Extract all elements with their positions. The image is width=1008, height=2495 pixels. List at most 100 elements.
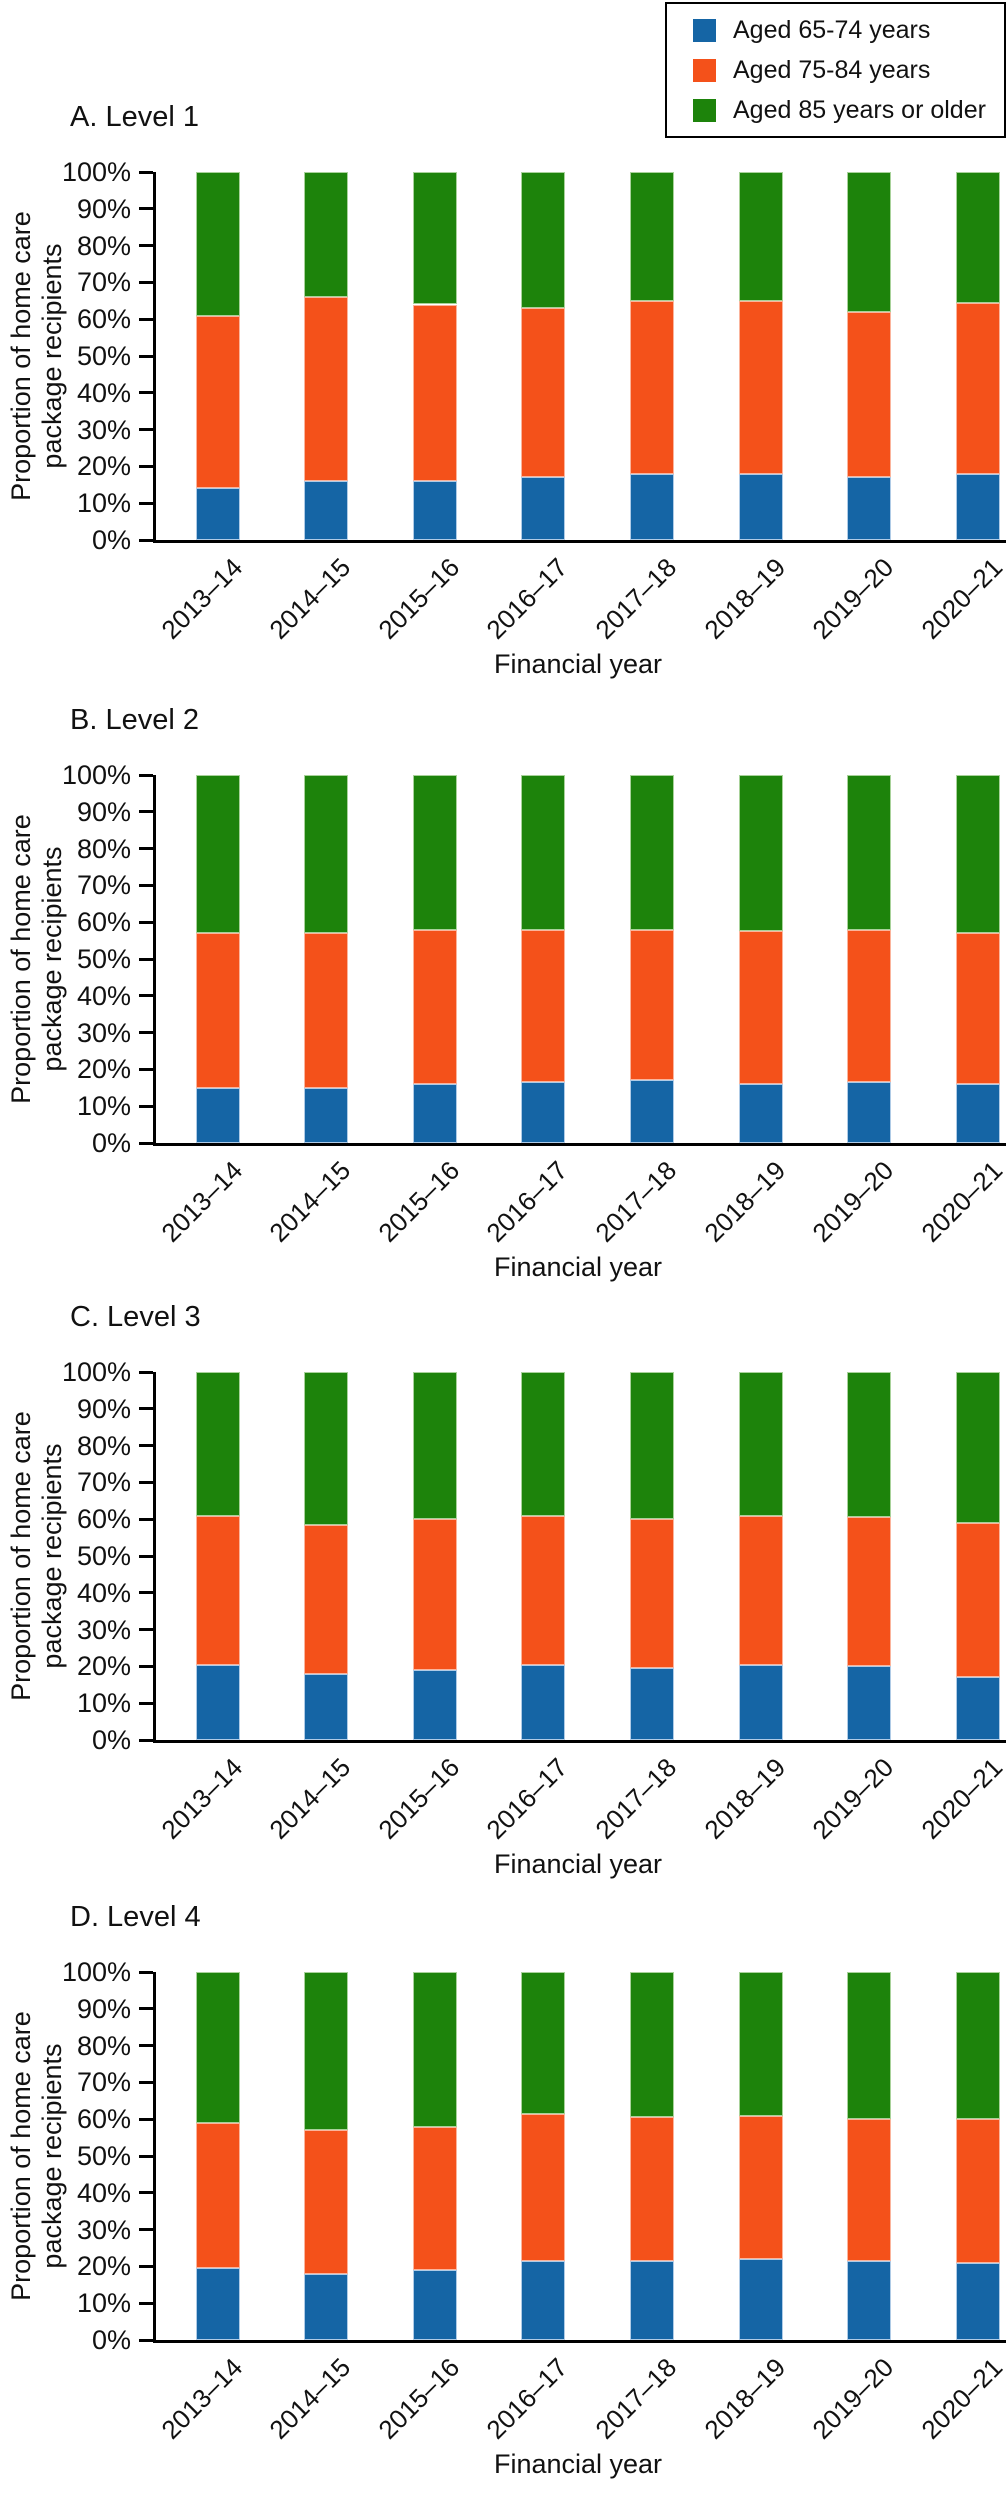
bar-segment-aged-75-84-years: [521, 2113, 566, 2261]
bar-segment-aged-85-years-or-older: [847, 1972, 892, 2120]
bar-segment-aged-65-74-years: [847, 1082, 892, 1143]
y-tick-label: 50%: [76, 1541, 131, 1571]
y-tick-label: 80%: [76, 833, 131, 864]
bar-segment-aged-75-84-years: [738, 931, 783, 1085]
y-tick-mark: [139, 464, 153, 468]
y-tick-label: 20%: [76, 1651, 131, 1682]
bar-segment-aged-75-84-years: [955, 302, 1000, 474]
bar-segment-aged-65-74-years: [412, 1084, 457, 1143]
bar-segment-aged-65-74-years: [412, 2270, 457, 2340]
bar-segment-aged-75-84-years: [521, 1515, 566, 1665]
bar-segment-aged-85-years-or-older: [304, 775, 349, 934]
bar-2016-17: [521, 1972, 566, 2340]
bar-2020-21: [955, 172, 1000, 540]
bar-2014-15: [304, 172, 349, 540]
y-tick-mark: [139, 2228, 153, 2232]
y-tick-mark: [139, 1628, 153, 1632]
y-tick-mark: [139, 1970, 153, 1974]
y-tick-label: 10%: [76, 2288, 131, 2319]
y-tick-mark: [139, 354, 153, 358]
bar-2015-16: [412, 1972, 457, 2340]
bar-segment-aged-85-years-or-older: [412, 1972, 457, 2127]
bar-2013-14: [195, 1972, 240, 2340]
bar-segment-aged-65-74-years: [629, 1080, 674, 1143]
bar-segment-aged-75-84-years: [738, 1515, 783, 1665]
bar-2018-19: [738, 1972, 783, 2340]
bar-segment-aged-65-74-years: [304, 1087, 349, 1143]
y-tick-label: 20%: [76, 451, 131, 482]
x-axis-label: Financial year: [493, 2449, 663, 2479]
y-tick-label: 70%: [76, 267, 131, 298]
y-tick-label: 90%: [76, 796, 131, 827]
bar-segment-aged-85-years-or-older: [629, 775, 674, 930]
y-tick-mark: [139, 1444, 153, 1448]
bar-segment-aged-65-74-years: [955, 1677, 1000, 1740]
bar-segment-aged-75-84-years: [304, 1524, 349, 1674]
bar-segment-aged-85-years-or-older: [412, 172, 457, 305]
y-tick-mark: [139, 1554, 153, 1558]
bar-segment-aged-75-84-years: [847, 929, 892, 1083]
y-tick-mark: [139, 847, 153, 851]
bar-segment-aged-75-84-years: [412, 304, 457, 482]
y-tick-mark: [139, 1591, 153, 1595]
bar-segment-aged-65-74-years: [955, 473, 1000, 540]
bar-segment-aged-85-years-or-older: [195, 775, 240, 934]
bar-segment-aged-65-74-years: [521, 477, 566, 540]
bar-segment-aged-85-years-or-older: [847, 775, 892, 930]
bar-segment-aged-85-years-or-older: [629, 1972, 674, 2118]
y-tick-label: 90%: [76, 193, 131, 224]
bar-2015-16: [412, 172, 457, 540]
bar-2013-14: [195, 172, 240, 540]
bar-segment-aged-75-84-years: [847, 1517, 892, 1667]
bar-2014-15: [304, 1972, 349, 2340]
bar-segment-aged-85-years-or-older: [847, 172, 892, 312]
legend-label: Aged 65-74 years: [733, 15, 931, 44]
y-tick-mark: [139, 1517, 153, 1521]
y-tick-label: 10%: [76, 1091, 131, 1122]
bar-segment-aged-75-84-years: [412, 1519, 457, 1671]
bar-segment-aged-65-74-years: [847, 2260, 892, 2340]
bar-segment-aged-65-74-years: [955, 2262, 1000, 2340]
bar-segment-aged-85-years-or-older: [412, 775, 457, 930]
y-tick-label: 40%: [76, 1577, 131, 1608]
bar-segment-aged-65-74-years: [195, 1087, 240, 1143]
y-tick-label: 50%: [76, 944, 131, 974]
y-tick-label: 30%: [76, 2214, 131, 2245]
bar-segment-aged-85-years-or-older: [955, 172, 1000, 303]
y-tick-mark: [139, 501, 153, 505]
chart-title: A. Level 1: [70, 101, 199, 133]
bar-segment-aged-65-74-years: [738, 2259, 783, 2340]
bar-segment-aged-65-74-years: [195, 488, 240, 540]
y-tick-label: 30%: [76, 414, 131, 445]
y-tick-label: 60%: [76, 907, 131, 938]
y-tick-label: 40%: [76, 2177, 131, 2208]
bar-segment-aged-65-74-years: [412, 481, 457, 540]
y-tick-label: 80%: [76, 2030, 131, 2061]
y-tick-mark: [139, 244, 153, 248]
bar-segment-aged-85-years-or-older: [521, 172, 566, 309]
bar-segment-aged-75-84-years: [955, 1522, 1000, 1678]
bar-segment-aged-85-years-or-older: [847, 1372, 892, 1518]
y-tick-label: 20%: [76, 2251, 131, 2282]
bar-segment-aged-75-84-years: [847, 2119, 892, 2261]
legend-item: Aged 65-74 years: [693, 15, 1004, 44]
y-tick-mark: [139, 1664, 153, 1668]
bar-segment-aged-75-84-years: [195, 1515, 240, 1665]
bar-2019-20: [847, 1972, 892, 2340]
bar-segment-aged-65-74-years: [195, 2268, 240, 2340]
y-tick-mark: [139, 994, 153, 998]
y-tick-label: 0%: [91, 1725, 131, 1755]
bar-segment-aged-65-74-years: [521, 1664, 566, 1740]
bar-segment-aged-85-years-or-older: [304, 1372, 349, 1525]
bar-segment-aged-75-84-years: [955, 2119, 1000, 2263]
bar-segment-aged-85-years-or-older: [412, 1372, 457, 1520]
bar-segment-aged-65-74-years: [304, 1673, 349, 1740]
bar-segment-aged-75-84-years: [195, 315, 240, 489]
bar-segment-aged-85-years-or-older: [738, 1972, 783, 2116]
y-tick-mark: [139, 1480, 153, 1484]
legend: Aged 65-74 years Aged 75-84 years Aged 8…: [665, 2, 1006, 138]
y-tick-label: 100%: [61, 157, 131, 187]
y-tick-label: 100%: [61, 760, 131, 790]
y-tick-mark: [139, 207, 153, 211]
legend-item: Aged 75-84 years: [693, 57, 1004, 83]
